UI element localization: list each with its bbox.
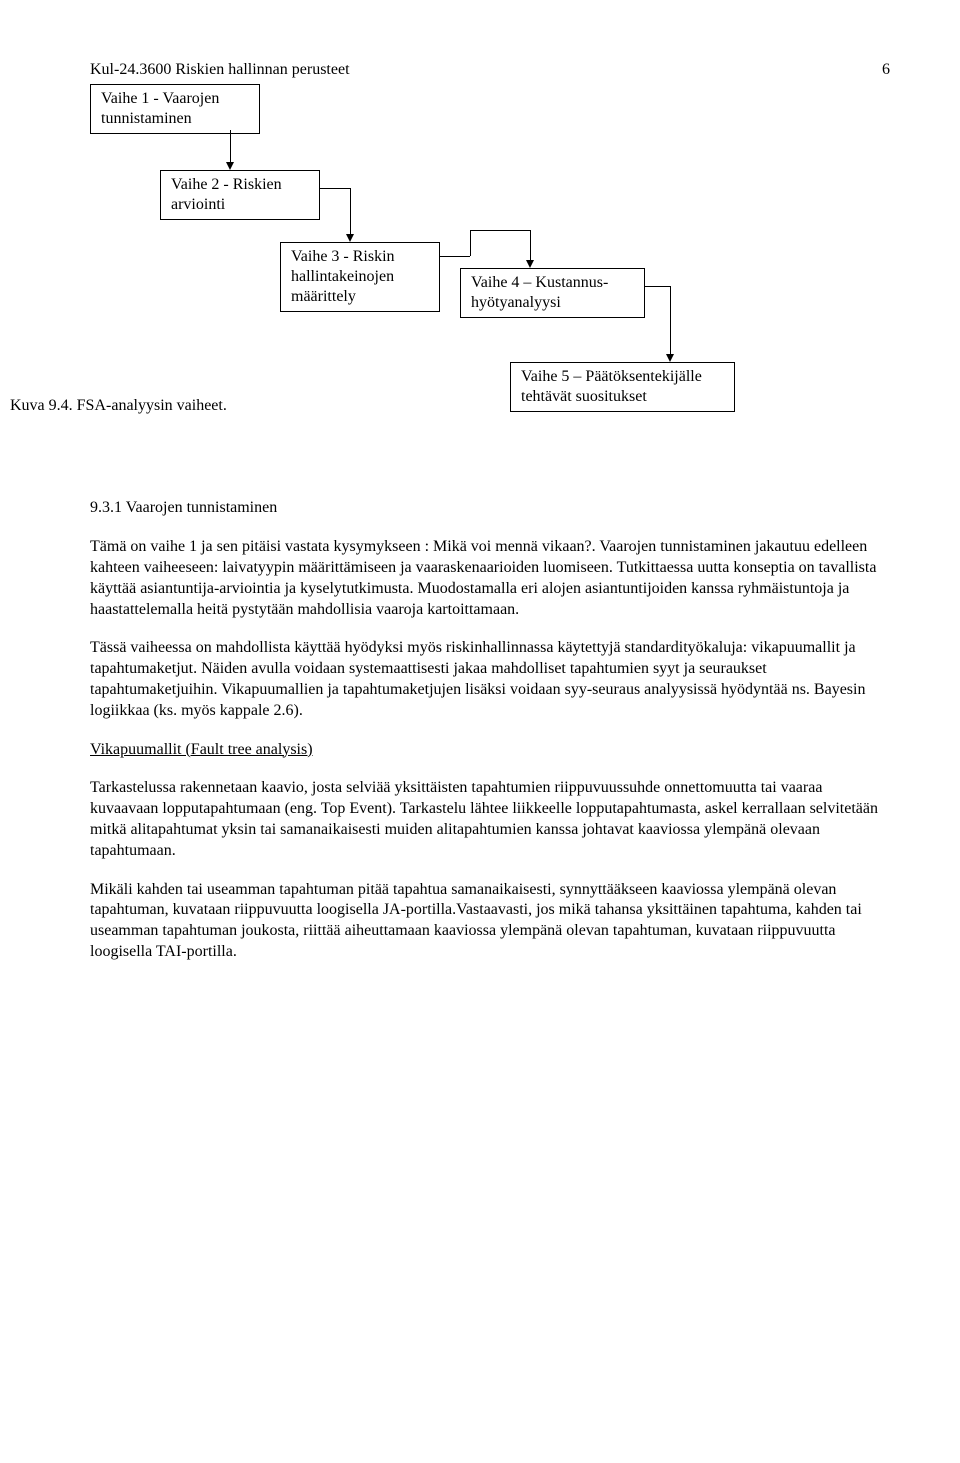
flow-box-3-line1: Vaihe 3 - Riskin: [291, 248, 395, 265]
arrow-3-4: [526, 260, 534, 268]
flow-box-4: Vaihe 4 – Kustannus- hyötyanalyysi: [460, 268, 645, 318]
connector-3-4-h2: [470, 230, 530, 231]
paragraph-3: Tarkastelussa rakennetaan kaavio, josta …: [90, 778, 890, 861]
connector-3-4-h: [440, 256, 470, 257]
connector-4-5-h: [645, 286, 670, 287]
course-line: Kul-24.3600 Riskien hallinnan perusteet: [90, 60, 350, 81]
connector-4-5-v: [670, 286, 671, 356]
arrow-2-3: [346, 234, 354, 242]
paragraph-4: Mikäli kahden tai useamman tapahtuman pi…: [90, 880, 890, 963]
paragraph-1: Tämä on vaihe 1 ja sen pitäisi vastata k…: [90, 537, 890, 620]
arrow-4-5: [666, 354, 674, 362]
section-heading: 9.3.1 Vaarojen tunnistaminen: [90, 498, 890, 519]
connector-3-4-v: [470, 230, 471, 256]
paragraph-2: Tässä vaiheessa on mahdollista käyttää h…: [90, 638, 890, 721]
connector-2-3-h: [320, 188, 350, 189]
flow-box-1: Vaihe 1 - Vaarojen tunnistaminen: [90, 84, 260, 134]
figure-caption: Kuva 9.4. FSA-analyysin vaiheet.: [10, 396, 227, 417]
connector-3-4-v2: [530, 230, 531, 262]
fsa-flowchart: Vaihe 1 - Vaarojen tunnistaminen Vaihe 2…: [90, 128, 890, 468]
flow-box-3-line3: määrittely: [291, 288, 356, 305]
flow-box-1-line1: Vaihe 1 - Vaarojen: [101, 90, 219, 107]
flow-box-5-line1: Vaihe 5 – Päätöksentekijälle: [521, 368, 702, 385]
flow-box-2-line2: arviointi: [171, 196, 225, 213]
flow-box-4-line1: Vaihe 4 – Kustannus-: [471, 274, 608, 291]
flow-box-3: Vaihe 3 - Riskin hallintakeinojen määrit…: [280, 242, 440, 312]
page-number: 6: [882, 60, 890, 122]
arrow-1-2: [226, 162, 234, 170]
flow-box-2: Vaihe 2 - Riskien arviointi: [160, 170, 320, 220]
flow-box-1-line2: tunnistaminen: [101, 110, 192, 127]
flow-box-5: Vaihe 5 – Päätöksentekijälle tehtävät su…: [510, 362, 735, 412]
flow-box-4-line2: hyötyanalyysi: [471, 294, 561, 311]
subheading-vikapuumallit: Vikapuumallit (Fault tree analysis): [90, 740, 890, 761]
flow-box-3-line2: hallintakeinojen: [291, 268, 394, 285]
connector-2-3-v: [350, 188, 351, 236]
flow-box-5-line2: tehtävät suositukset: [521, 388, 647, 405]
connector-1-2: [230, 130, 231, 164]
flow-box-2-line1: Vaihe 2 - Riskien: [171, 176, 282, 193]
